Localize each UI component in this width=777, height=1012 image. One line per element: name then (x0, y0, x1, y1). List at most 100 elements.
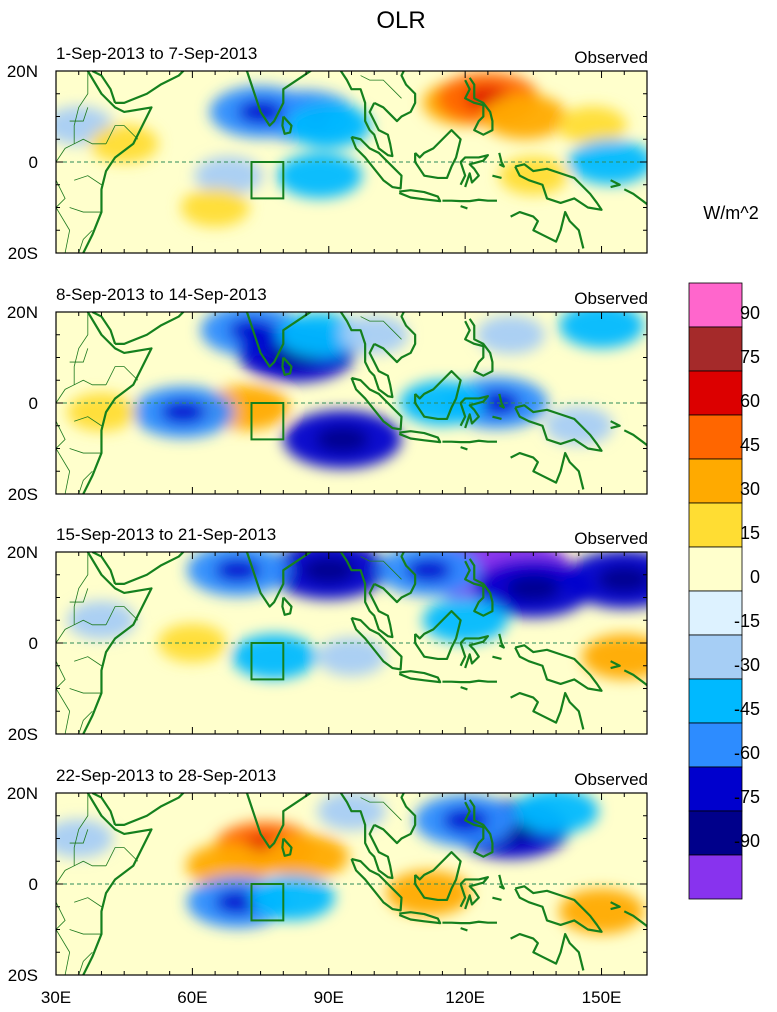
coastline (460, 205, 468, 210)
map-panel: 8-Sep-2013 to 14-Sep-2013 Observed 20N 0 20S (7, 285, 648, 504)
country-border (74, 897, 102, 908)
y-tick-label: 0 (29, 153, 38, 172)
coastline (339, 71, 394, 158)
anomaly-cell (180, 188, 250, 227)
country-border (360, 556, 402, 580)
colorbar-label: -90 (734, 831, 760, 851)
coastline (610, 420, 621, 430)
colorbar-label: 90 (740, 303, 760, 323)
coastline (82, 793, 153, 975)
anomaly-cell (56, 819, 113, 858)
coastline (281, 115, 293, 135)
coastline (416, 71, 422, 73)
anomaly-cell (286, 103, 372, 149)
y-tick-label: 20S (8, 725, 38, 744)
country-border (56, 312, 89, 494)
anomaly-cell (263, 834, 349, 880)
coastline (498, 633, 505, 649)
coastline (350, 616, 403, 671)
x-tick-label: 60E (177, 988, 207, 1007)
coastline (414, 851, 462, 902)
anomaly-cell (231, 634, 317, 680)
colorbar-segment (688, 766, 743, 812)
coastline (510, 210, 585, 249)
coastline (514, 885, 603, 933)
coastline (339, 552, 394, 639)
anomaly-cell (249, 875, 335, 921)
map-panel: 22-Sep-2013 to 28-Sep-2013 Observed 20N 0 20… (7, 766, 648, 985)
colorbar-label: 15 (740, 523, 760, 543)
coastline (459, 635, 489, 669)
country-border (74, 138, 107, 145)
coastline (398, 911, 442, 925)
country-border (360, 797, 402, 821)
coastline (414, 129, 462, 180)
country-border (105, 847, 139, 866)
colorbar-label: -60 (734, 743, 760, 763)
country-border (69, 588, 89, 603)
colorbar-segment (688, 370, 743, 416)
y-tick-label: 20N (7, 543, 38, 562)
anomaly-core (160, 400, 207, 424)
country-border (56, 71, 89, 253)
coastline (416, 793, 422, 795)
country-border (74, 860, 107, 867)
coastline (623, 910, 647, 928)
colorbar-label: -75 (734, 787, 760, 807)
coastline (82, 312, 153, 494)
coastline (492, 174, 502, 179)
anomaly-cell (513, 793, 599, 834)
coastline (442, 198, 497, 203)
colorbar-segment (688, 722, 743, 768)
x-tick-label: 90E (314, 988, 344, 1007)
coastline (350, 135, 403, 190)
coastline (115, 552, 185, 585)
study-region-box (250, 402, 285, 441)
coastline (498, 152, 505, 168)
country-border (74, 619, 107, 626)
coastline (460, 927, 468, 932)
panel-tag: Observed (574, 48, 648, 67)
country-border (56, 793, 89, 975)
map-panel: 1-Sep-2013 to 7-Sep-2013 Observed 20N 0 20S (7, 44, 648, 263)
country-border (360, 75, 402, 99)
anomaly-cell (581, 634, 647, 680)
x-axis: 30E 60E 90E 120E 150E (41, 988, 622, 1007)
anomaly-cell (476, 315, 545, 355)
coastline (623, 669, 647, 687)
coastline (416, 312, 422, 314)
country-border (69, 829, 89, 844)
coastline (459, 154, 489, 188)
anomaly-core (215, 890, 261, 914)
coastline (510, 932, 585, 971)
coastline (510, 451, 585, 490)
coastline (228, 71, 313, 127)
country-border (74, 656, 102, 667)
anomaly-cell (568, 139, 647, 185)
anomaly-cell (89, 124, 159, 164)
coastline (398, 670, 442, 684)
coastline (510, 691, 585, 730)
study-region-box (250, 642, 285, 681)
anomaly-cell (422, 597, 508, 643)
y-tick-label: 20S (8, 244, 38, 263)
colorbar-label: 75 (740, 347, 760, 367)
coastline (492, 415, 502, 420)
country-border (56, 552, 89, 734)
country-border (105, 125, 139, 144)
anomaly-cell (277, 312, 363, 358)
coastline (459, 876, 489, 910)
coastline (398, 430, 442, 444)
coastline (82, 552, 153, 734)
coastline (373, 552, 417, 604)
colorbar-segment (688, 282, 743, 328)
coastline (228, 552, 313, 608)
colorbar-label: -15 (734, 611, 760, 631)
country-border (69, 448, 102, 454)
coastline (373, 71, 417, 123)
coastline (91, 312, 117, 345)
country-border (74, 416, 102, 427)
study-region-box (250, 883, 285, 922)
panel-title: 15-Sep-2013 to 21-Sep-2013 (56, 525, 276, 544)
